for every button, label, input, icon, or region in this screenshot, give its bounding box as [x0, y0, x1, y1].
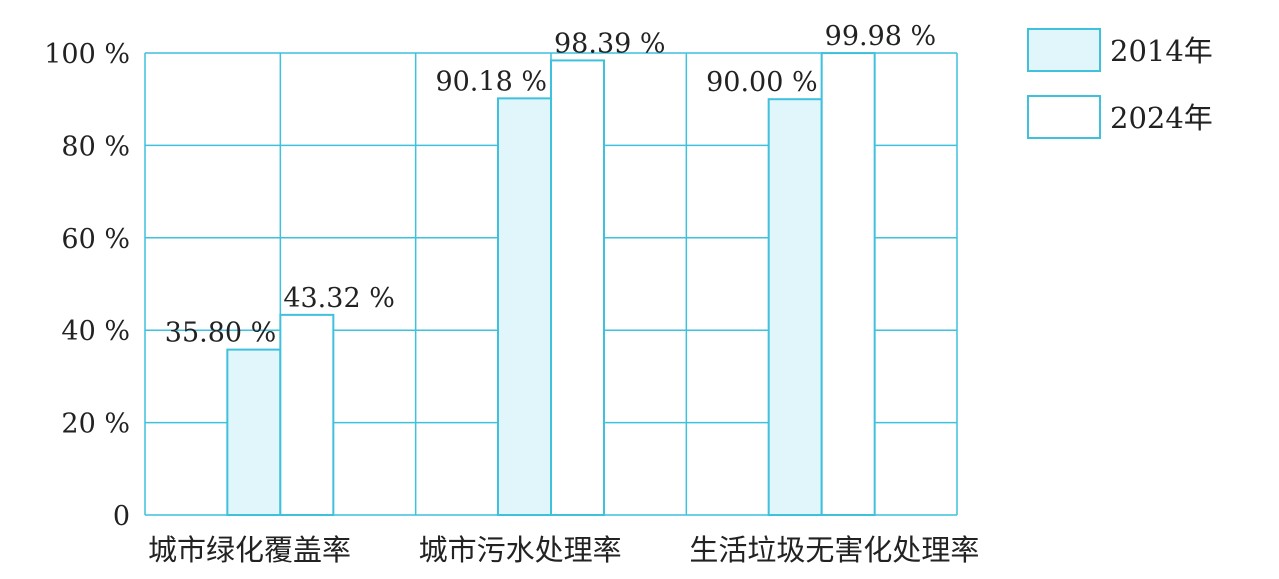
- legend-label: 2024年: [1110, 101, 1213, 135]
- data-label: 90.18 %: [435, 66, 547, 97]
- bar-2014年-2: [497, 97, 552, 516]
- bar-2014年-1: [226, 348, 282, 516]
- data-label: 90.00 %: [706, 67, 818, 98]
- y-tick-label: 80 %: [61, 131, 130, 162]
- y-tick-label: 0: [113, 501, 130, 532]
- x-category-label: 生活垃圾无害化处理率: [689, 533, 979, 567]
- y-tick-label: 100 %: [44, 39, 130, 70]
- x-category-label: 城市绿化覆盖率: [148, 533, 351, 567]
- bar-2024年-2: [550, 59, 605, 516]
- bar-2024年-3: [820, 52, 876, 516]
- y-tick-label: 40 %: [61, 316, 130, 347]
- legend-swatch: [1027, 95, 1101, 139]
- data-label: 43.32 %: [283, 283, 395, 314]
- y-tick-label: 60 %: [61, 224, 130, 255]
- data-label: 99.98 %: [825, 21, 937, 52]
- legend-swatch: [1027, 28, 1101, 72]
- legend-label: 2014年: [1110, 34, 1213, 68]
- bar-2024年-1: [279, 313, 335, 516]
- x-category-label: 城市污水处理率: [419, 533, 622, 567]
- bar-2014年-3: [767, 98, 823, 516]
- y-tick-label: 20 %: [61, 409, 130, 440]
- data-label: 35.80 %: [165, 318, 277, 349]
- data-label: 98.39 %: [554, 28, 666, 59]
